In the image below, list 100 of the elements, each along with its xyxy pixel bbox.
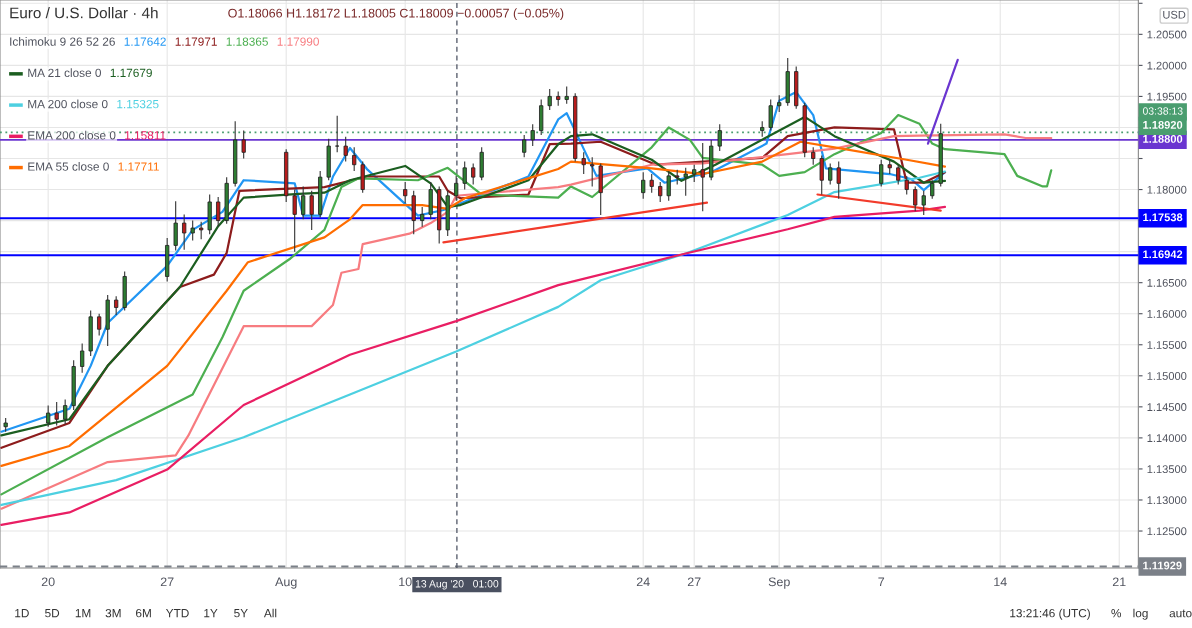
text: USD [1163,10,1186,19]
text: All [263,608,277,618]
y-tick-label: 1.16000 [1147,309,1187,318]
line-series [0,205,947,526]
x-tick-label: 7 [878,577,885,587]
text: 5Y [234,609,248,618]
candlestick [216,196,221,228]
candlestick [190,220,195,242]
candlestick [301,185,306,220]
candlestick [717,123,722,152]
candlestick [80,342,85,374]
text: log [1133,608,1148,620]
candlestick [819,154,824,196]
text: 1.18365 [226,37,268,46]
candlestick [590,156,595,187]
candlestick [828,162,833,186]
y-tick-label: 1.18000 [1147,185,1187,194]
legend-label: EMA 55 close 0 1.17711 [28,162,159,171]
candlestick [658,181,663,203]
candlestick [462,161,467,191]
candlestick [904,175,909,196]
candlestick [921,190,926,216]
candlestick [530,123,535,147]
ref-line-label: 1.18800 [1143,134,1183,143]
text: 13:21:46 (UTC) [1010,608,1090,620]
text: 3M [105,608,121,618]
text: % [1111,609,1122,618]
y-tick-label: 1.13000 [1147,496,1187,505]
legend-label: MA 200 close 0 1.15325 [28,99,159,109]
x-tick-label: 14 [994,577,1007,587]
text: 1.17642 [124,37,166,46]
candlestick [683,167,688,197]
y-tick-label: 1.20500 [1147,30,1187,39]
line-series [0,170,947,507]
y-tick-label: 1.14500 [1147,403,1187,411]
text: 6M [136,608,151,618]
candlestick [700,142,705,212]
text: 1.17971 [175,37,217,46]
candlestick [930,179,935,200]
y-tick-label: 1.16500 [1147,278,1187,287]
candlestick [63,398,68,425]
candlestick [46,405,51,428]
text: 03:38:13 [1142,107,1183,115]
candlestick [173,200,178,251]
candlestick [335,115,340,153]
x-tick-label: Aug [275,577,297,589]
candlestick [182,213,187,251]
candlestick [241,130,246,160]
x-tick-label: 21 [1112,577,1126,587]
y-tick-label: 1.20000 [1147,61,1187,70]
candlestick [768,98,773,132]
text: 1Y [204,609,218,618]
ref-line-label: 1.11929 [1143,561,1182,570]
text: 1D [15,609,29,618]
x-tick-label: 20 [41,577,55,587]
candlestick [649,173,654,194]
candlestick [547,88,552,111]
text: 1.17990 [277,37,319,46]
y-tick-label: 1.12500 [1147,527,1187,536]
legend-label: EMA 200 close 0 1.15811 [28,130,166,140]
candlestick [879,159,884,187]
candlestick [454,175,459,202]
candlestick [522,134,527,158]
candlestick [114,295,119,316]
ref-line-label: 13 Aug '20 01:00 [415,580,499,590]
candlestick [471,162,476,186]
candlestick [292,188,297,253]
text: YTD [165,609,189,618]
chart-title: Euro / U.S. Dollar · 4h [10,7,158,19]
text: 5D [45,609,60,618]
candlestick [309,190,314,231]
candlestick [420,206,425,228]
candlestick [403,181,408,204]
x-tick-label: 27 [160,577,174,587]
candlestick [97,313,102,337]
candlestick [352,146,357,172]
y-tick-label: 1.19500 [1147,92,1187,101]
legend-label: MA 21 close 0 1.17679 [28,68,152,78]
candlestick [913,185,918,212]
x-tick-label: 10 [399,577,412,587]
legend-title: Ichimoku 9 26 52 26 [10,37,115,46]
candlestick [54,401,59,427]
y-tick-label: 1.15000 [1147,372,1187,380]
candlestick [836,161,841,200]
ref-line-label: 1.16942 [1143,250,1183,259]
y-tick-label: 1.14000 [1147,434,1187,443]
x-tick-label: 24 [636,577,650,587]
ref-line-label: 1.18920 [1143,120,1183,129]
text: auto [1169,609,1192,618]
candlestick [581,151,586,175]
candlestick [666,170,671,202]
text: O1.18066 H1.18172 L1.18005 C1.18009 −0.00057 (−0.05%) [228,8,564,21]
x-tick-label: Sep [768,577,790,589]
candlestick [343,136,348,163]
y-tick-label: 1.15500 [1147,341,1187,349]
candlestick [641,171,646,200]
text: 1M [75,609,91,618]
y-tick-label: 1.13500 [1147,465,1187,474]
x-tick-label: 27 [687,577,701,587]
candlestick [896,164,901,186]
